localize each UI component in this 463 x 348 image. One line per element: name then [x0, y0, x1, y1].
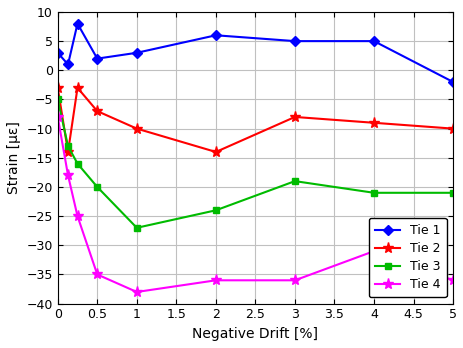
Tie 2 [55, 86, 60, 90]
Legend: Tie 1, Tie 2, Tie 3, Tie 4: Tie 1, Tie 2, Tie 3, Tie 4 [368, 218, 446, 298]
Tie 2 [213, 150, 218, 154]
Tie 3 [55, 97, 60, 102]
Tie 3 [75, 161, 80, 166]
Tie 1 [292, 39, 297, 43]
Tie 2 [370, 121, 376, 125]
Tie 3 [94, 185, 100, 189]
Tie 4 [449, 278, 455, 282]
Tie 1 [65, 62, 71, 66]
Line: Tie 2: Tie 2 [52, 82, 457, 158]
Y-axis label: Strain [με]: Strain [με] [7, 121, 21, 194]
Tie 2 [134, 127, 139, 131]
Tie 4 [370, 249, 376, 253]
Tie 3 [449, 191, 455, 195]
Line: Tie 3: Tie 3 [54, 96, 456, 231]
Tie 2 [292, 115, 297, 119]
Tie 3 [213, 208, 218, 212]
Tie 1 [449, 80, 455, 84]
X-axis label: Negative Drift [%]: Negative Drift [%] [192, 327, 318, 341]
Tie 3 [134, 226, 139, 230]
Tie 4 [55, 115, 60, 119]
Line: Tie 1: Tie 1 [54, 20, 456, 85]
Tie 4 [75, 214, 80, 218]
Tie 2 [94, 109, 100, 113]
Tie 1 [75, 22, 80, 26]
Tie 1 [94, 56, 100, 61]
Tie 4 [94, 272, 100, 277]
Line: Tie 4: Tie 4 [52, 111, 457, 298]
Tie 4 [134, 290, 139, 294]
Tie 1 [134, 51, 139, 55]
Tie 1 [213, 33, 218, 37]
Tie 4 [292, 278, 297, 282]
Tie 3 [292, 179, 297, 183]
Tie 1 [370, 39, 376, 43]
Tie 2 [449, 127, 455, 131]
Tie 4 [213, 278, 218, 282]
Tie 3 [370, 191, 376, 195]
Tie 3 [65, 144, 71, 148]
Tie 2 [75, 86, 80, 90]
Tie 4 [65, 173, 71, 177]
Tie 2 [65, 150, 71, 154]
Tie 1 [55, 51, 60, 55]
